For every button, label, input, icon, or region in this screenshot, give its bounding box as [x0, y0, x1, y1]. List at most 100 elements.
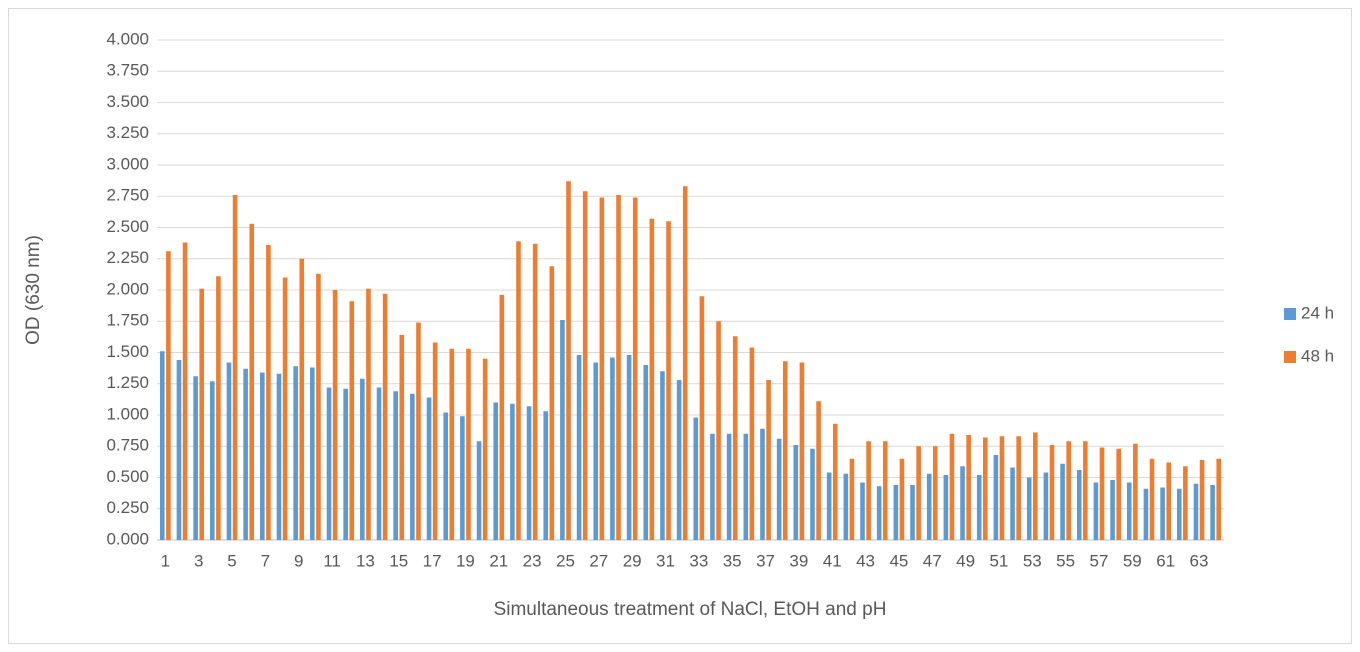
bar: [193, 376, 198, 540]
bar: [460, 416, 465, 540]
bar: [549, 266, 555, 540]
bar: [776, 438, 782, 540]
bar: [499, 295, 505, 540]
bar: [582, 191, 588, 540]
bar: [866, 441, 871, 540]
y-tick-label: 0.250: [106, 498, 149, 517]
bar: [176, 360, 182, 540]
bar: [910, 485, 915, 540]
bar: [1010, 467, 1015, 540]
bar: [610, 357, 615, 540]
bar: [1026, 477, 1032, 540]
bar: [326, 387, 332, 540]
x-tick-label: 7: [261, 551, 270, 570]
bar: [832, 423, 838, 540]
bar: [1016, 436, 1021, 540]
bar: [743, 433, 749, 540]
bar: [576, 355, 582, 540]
y-tick-label: 1.000: [106, 404, 149, 423]
y-tick-label: 2.250: [106, 248, 149, 267]
x-tick-label: 3: [194, 551, 203, 570]
bar: [243, 368, 248, 540]
bar: [699, 296, 705, 540]
bar: [1066, 441, 1071, 540]
x-tick-label: 13: [356, 551, 375, 570]
bar: [232, 195, 238, 540]
bar: [1183, 466, 1188, 540]
bar: [532, 243, 538, 540]
bar: [1083, 441, 1088, 540]
bar: [332, 290, 338, 540]
bar: [810, 448, 815, 540]
bar: [960, 466, 965, 540]
bar: [260, 372, 265, 540]
bar: [343, 388, 348, 540]
bar: [860, 482, 865, 540]
x-tick-label: 27: [589, 551, 608, 570]
bar: [1043, 472, 1049, 540]
bar: [1110, 480, 1115, 540]
x-tick-label: 23: [523, 551, 542, 570]
bar: [543, 411, 549, 540]
x-tick-label: 45: [889, 551, 908, 570]
bar: [566, 181, 571, 540]
bar: [726, 433, 732, 540]
x-tick-label: 19: [456, 551, 475, 570]
bar: [432, 342, 438, 540]
bar: [1199, 460, 1205, 540]
bar: [943, 475, 949, 540]
bar: [593, 362, 599, 540]
x-tick-label: 21: [489, 551, 508, 570]
bar: [293, 366, 298, 540]
bar: [643, 365, 649, 540]
bar: [1126, 482, 1132, 540]
bar: [716, 321, 721, 540]
bar: [849, 458, 855, 540]
x-tick-label: 15: [389, 551, 408, 570]
x-tick-label: 51: [989, 551, 1008, 570]
x-tick-label: 1: [161, 551, 170, 570]
y-tick-label: 4.000: [106, 29, 149, 48]
bar: [599, 197, 605, 540]
x-tick-label: 11: [323, 551, 341, 570]
y-tick-label: 3.250: [106, 123, 149, 142]
y-tick-label: 1.500: [106, 342, 149, 361]
legend-swatch: [1284, 308, 1296, 320]
bar: [393, 391, 398, 540]
bar: [560, 320, 565, 540]
legend-swatch: [1284, 351, 1296, 363]
x-tick-label: 47: [923, 551, 942, 570]
bar: [682, 186, 688, 540]
bar: [1193, 483, 1199, 540]
bar: [1160, 487, 1165, 540]
bar: [693, 417, 699, 540]
bar: [316, 273, 321, 540]
bar: [632, 197, 638, 540]
legend-label: 24 h: [1301, 303, 1334, 322]
y-tick-label: 3.500: [106, 92, 149, 111]
bar: [1093, 482, 1099, 540]
y-tick-label: 0.750: [106, 436, 149, 455]
bar: [782, 361, 788, 540]
x-tick-label: 43: [856, 551, 875, 570]
bar: [999, 436, 1005, 540]
bar: [282, 277, 288, 540]
bar: [426, 397, 432, 540]
bar: [1166, 462, 1171, 540]
bar: [399, 335, 405, 540]
bar: [199, 288, 205, 540]
bar: [226, 362, 232, 540]
x-axis-title: Simultaneous treatment of NaCl, EtOH and…: [494, 599, 887, 620]
bar: [1076, 470, 1082, 540]
y-tick-label: 2.500: [106, 217, 149, 236]
x-tick-label: 61: [1156, 551, 1175, 570]
bar: [159, 351, 165, 540]
x-tick-label: 59: [1123, 551, 1142, 570]
bar: [382, 293, 388, 540]
bar: [1143, 488, 1149, 540]
bar: [510, 403, 515, 540]
bar: [210, 381, 215, 540]
bar: [676, 380, 682, 540]
bar: [266, 245, 271, 540]
